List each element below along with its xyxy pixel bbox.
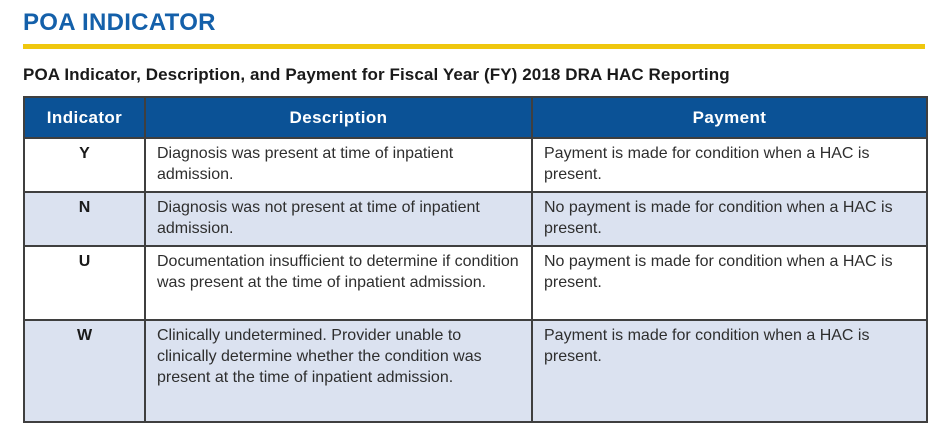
table-row-w: W Clinically undetermined. Provider unab… bbox=[23, 319, 928, 423]
description-cell: Clinically undetermined. Provider unable… bbox=[144, 319, 533, 423]
indicator-cell: W bbox=[23, 319, 146, 423]
table-row-n: N Diagnosis was not present at time of i… bbox=[23, 191, 928, 247]
column-header-description: Description bbox=[144, 96, 533, 139]
indicator-cell: Y bbox=[23, 137, 146, 193]
table-row-y: Y Diagnosis was present at time of inpat… bbox=[23, 137, 928, 193]
indicator-cell: U bbox=[23, 245, 146, 321]
payment-cell: Payment is made for condition when a HAC… bbox=[531, 319, 928, 423]
payment-cell: No payment is made for condition when a … bbox=[531, 191, 928, 247]
table-row-u: U Documentation insufficient to determin… bbox=[23, 245, 928, 321]
column-header-payment: Payment bbox=[531, 96, 928, 139]
payment-cell: No payment is made for condition when a … bbox=[531, 245, 928, 321]
indicator-cell: N bbox=[23, 191, 146, 247]
column-header-indicator: Indicator bbox=[23, 96, 146, 139]
poa-indicator-table: Indicator Description Payment Y Diagnosi… bbox=[23, 96, 928, 423]
description-cell: Diagnosis was present at time of inpatie… bbox=[144, 137, 533, 193]
table-caption: POA Indicator, Description, and Payment … bbox=[23, 65, 730, 84]
document-page: POA INDICATOR POA Indicator, Description… bbox=[23, 9, 928, 423]
description-cell: Documentation insufficient to determine … bbox=[144, 245, 533, 321]
table-header-row: Indicator Description Payment bbox=[23, 96, 928, 139]
description-cell: Diagnosis was not present at time of inp… bbox=[144, 191, 533, 247]
page-title: POA INDICATOR bbox=[23, 9, 216, 36]
payment-cell: Payment is made for condition when a HAC… bbox=[531, 137, 928, 193]
title-underline-rule bbox=[23, 44, 925, 49]
